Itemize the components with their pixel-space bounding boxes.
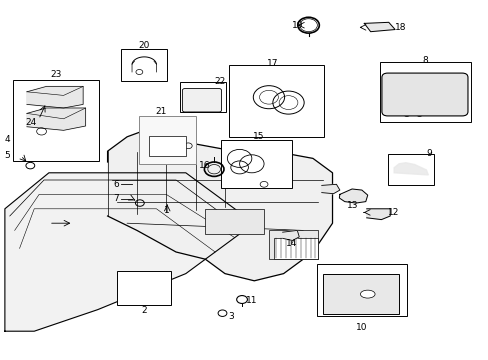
Text: 1: 1	[164, 206, 170, 215]
Bar	[180, 82, 225, 112]
Bar	[205, 209, 264, 234]
Polygon shape	[282, 230, 299, 240]
Text: 10: 10	[355, 323, 367, 332]
Text: 19: 19	[291, 21, 303, 30]
Text: 9: 9	[426, 149, 431, 158]
Text: 23: 23	[50, 71, 62, 80]
Circle shape	[416, 112, 422, 116]
Bar	[139, 116, 195, 164]
Text: 17: 17	[266, 59, 278, 68]
Bar	[273, 238, 317, 259]
Text: 14: 14	[285, 239, 297, 248]
Text: 3: 3	[227, 312, 233, 321]
FancyBboxPatch shape	[381, 73, 467, 116]
Bar	[380, 62, 469, 122]
Polygon shape	[366, 209, 389, 220]
Polygon shape	[27, 108, 85, 130]
Polygon shape	[107, 130, 332, 281]
Text: 6: 6	[113, 180, 119, 189]
Polygon shape	[5, 173, 254, 331]
Bar	[316, 264, 406, 316]
Polygon shape	[393, 163, 427, 175]
Bar	[268, 230, 317, 259]
Text: 18: 18	[394, 23, 406, 32]
Text: 22: 22	[214, 77, 225, 86]
Text: 7: 7	[113, 194, 119, 203]
Bar	[221, 140, 292, 188]
Bar	[14, 80, 99, 161]
Text: 15: 15	[253, 132, 264, 141]
Text: 16: 16	[198, 161, 210, 170]
Bar	[386, 153, 433, 185]
Bar	[117, 271, 171, 305]
Bar	[322, 274, 398, 314]
Bar	[121, 49, 167, 81]
Ellipse shape	[360, 290, 374, 298]
Text: 20: 20	[138, 41, 150, 50]
Circle shape	[403, 112, 409, 116]
Text: 4: 4	[4, 135, 10, 144]
Text: 5: 5	[4, 151, 10, 160]
Polygon shape	[27, 86, 83, 108]
Bar	[149, 136, 185, 156]
Polygon shape	[321, 184, 339, 194]
Text: 11: 11	[245, 297, 257, 305]
Bar	[228, 65, 323, 137]
Polygon shape	[339, 189, 367, 203]
Text: 8: 8	[422, 56, 427, 65]
Polygon shape	[364, 22, 394, 32]
Text: 12: 12	[387, 208, 399, 217]
Text: 13: 13	[346, 201, 358, 210]
Text: 2: 2	[141, 306, 147, 315]
Text: 21: 21	[155, 107, 167, 116]
Text: 24: 24	[25, 118, 37, 127]
FancyBboxPatch shape	[182, 89, 221, 112]
